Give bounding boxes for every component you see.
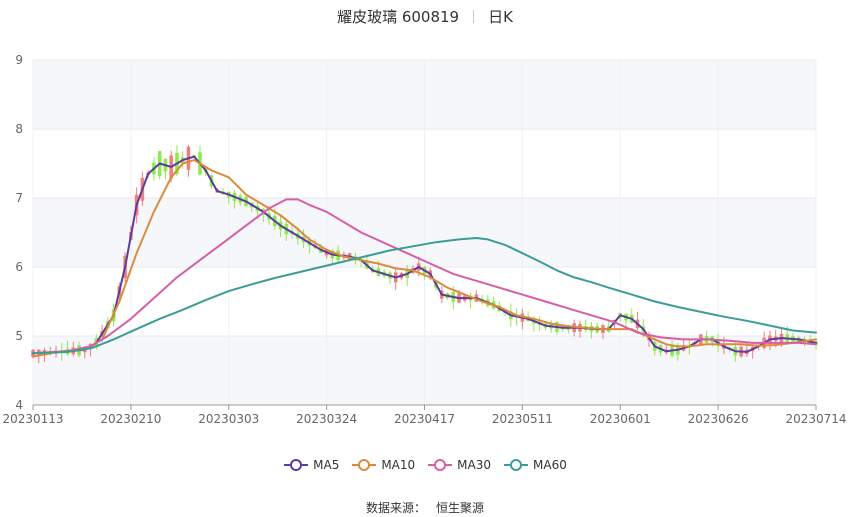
x-tick-label: 20230511 [492,412,553,426]
source-provider: 恒生聚源 [436,501,485,515]
legend-item-ma30[interactable]: MA30 [427,458,491,472]
period-label: 日K [488,8,513,26]
legend-marker-icon [352,459,377,471]
y-tick-label: 7 [15,191,23,205]
legend-marker-icon [504,459,529,471]
moving-average-lines [32,155,817,358]
x-tick-label: 20230417 [394,412,455,426]
y-tick-label: 4 [15,398,23,412]
x-tick-label: 20230601 [590,412,651,426]
x-tick-label: 20230324 [296,412,357,426]
source-label: 数据来源： [365,501,426,515]
x-axis: 20230113 20230210 20230303 20230324 20230417… [2,404,847,426]
x-tick-label: 20230303 [198,412,259,426]
ma-line-ma60 [32,237,817,355]
title-separator [473,10,475,23]
legend-item-ma10[interactable]: MA10 [351,458,415,472]
legend-item-ma5[interactable]: MA5 [283,458,339,472]
ma-line-ma5 [32,155,817,355]
legend-label: MA5 [313,458,340,472]
chart-title: 耀皮玻璃 600819 日K [0,6,850,27]
y-tick-label: 6 [15,260,23,274]
x-tick-label: 20230626 [688,412,749,426]
legend-label: MA10 [381,458,416,472]
y-tick-label: 9 [15,53,23,67]
y-tick-label: 5 [15,329,23,343]
y-axis: 4 5 6 7 8 9 [15,53,23,412]
x-tick-label: 20230113 [2,412,63,426]
x-tick-label: 20230714 [785,412,846,426]
legend: MA5 MA10 MA30 MA60 [0,458,850,475]
y-tick-label: 8 [15,122,23,136]
legend-item-ma60[interactable]: MA60 [503,458,567,472]
ma-line-ma30 [32,198,817,355]
stock-name: 耀皮玻璃 600819 [337,8,460,26]
data-source: 数据来源： 恒生聚源 [0,499,850,516]
legend-marker-icon [284,459,309,471]
ma-line-ma10 [32,159,817,358]
legend-marker-icon [428,459,453,471]
x-tick-label: 20230210 [100,412,161,426]
legend-label: MA60 [533,458,567,472]
legend-label: MA30 [457,458,492,472]
